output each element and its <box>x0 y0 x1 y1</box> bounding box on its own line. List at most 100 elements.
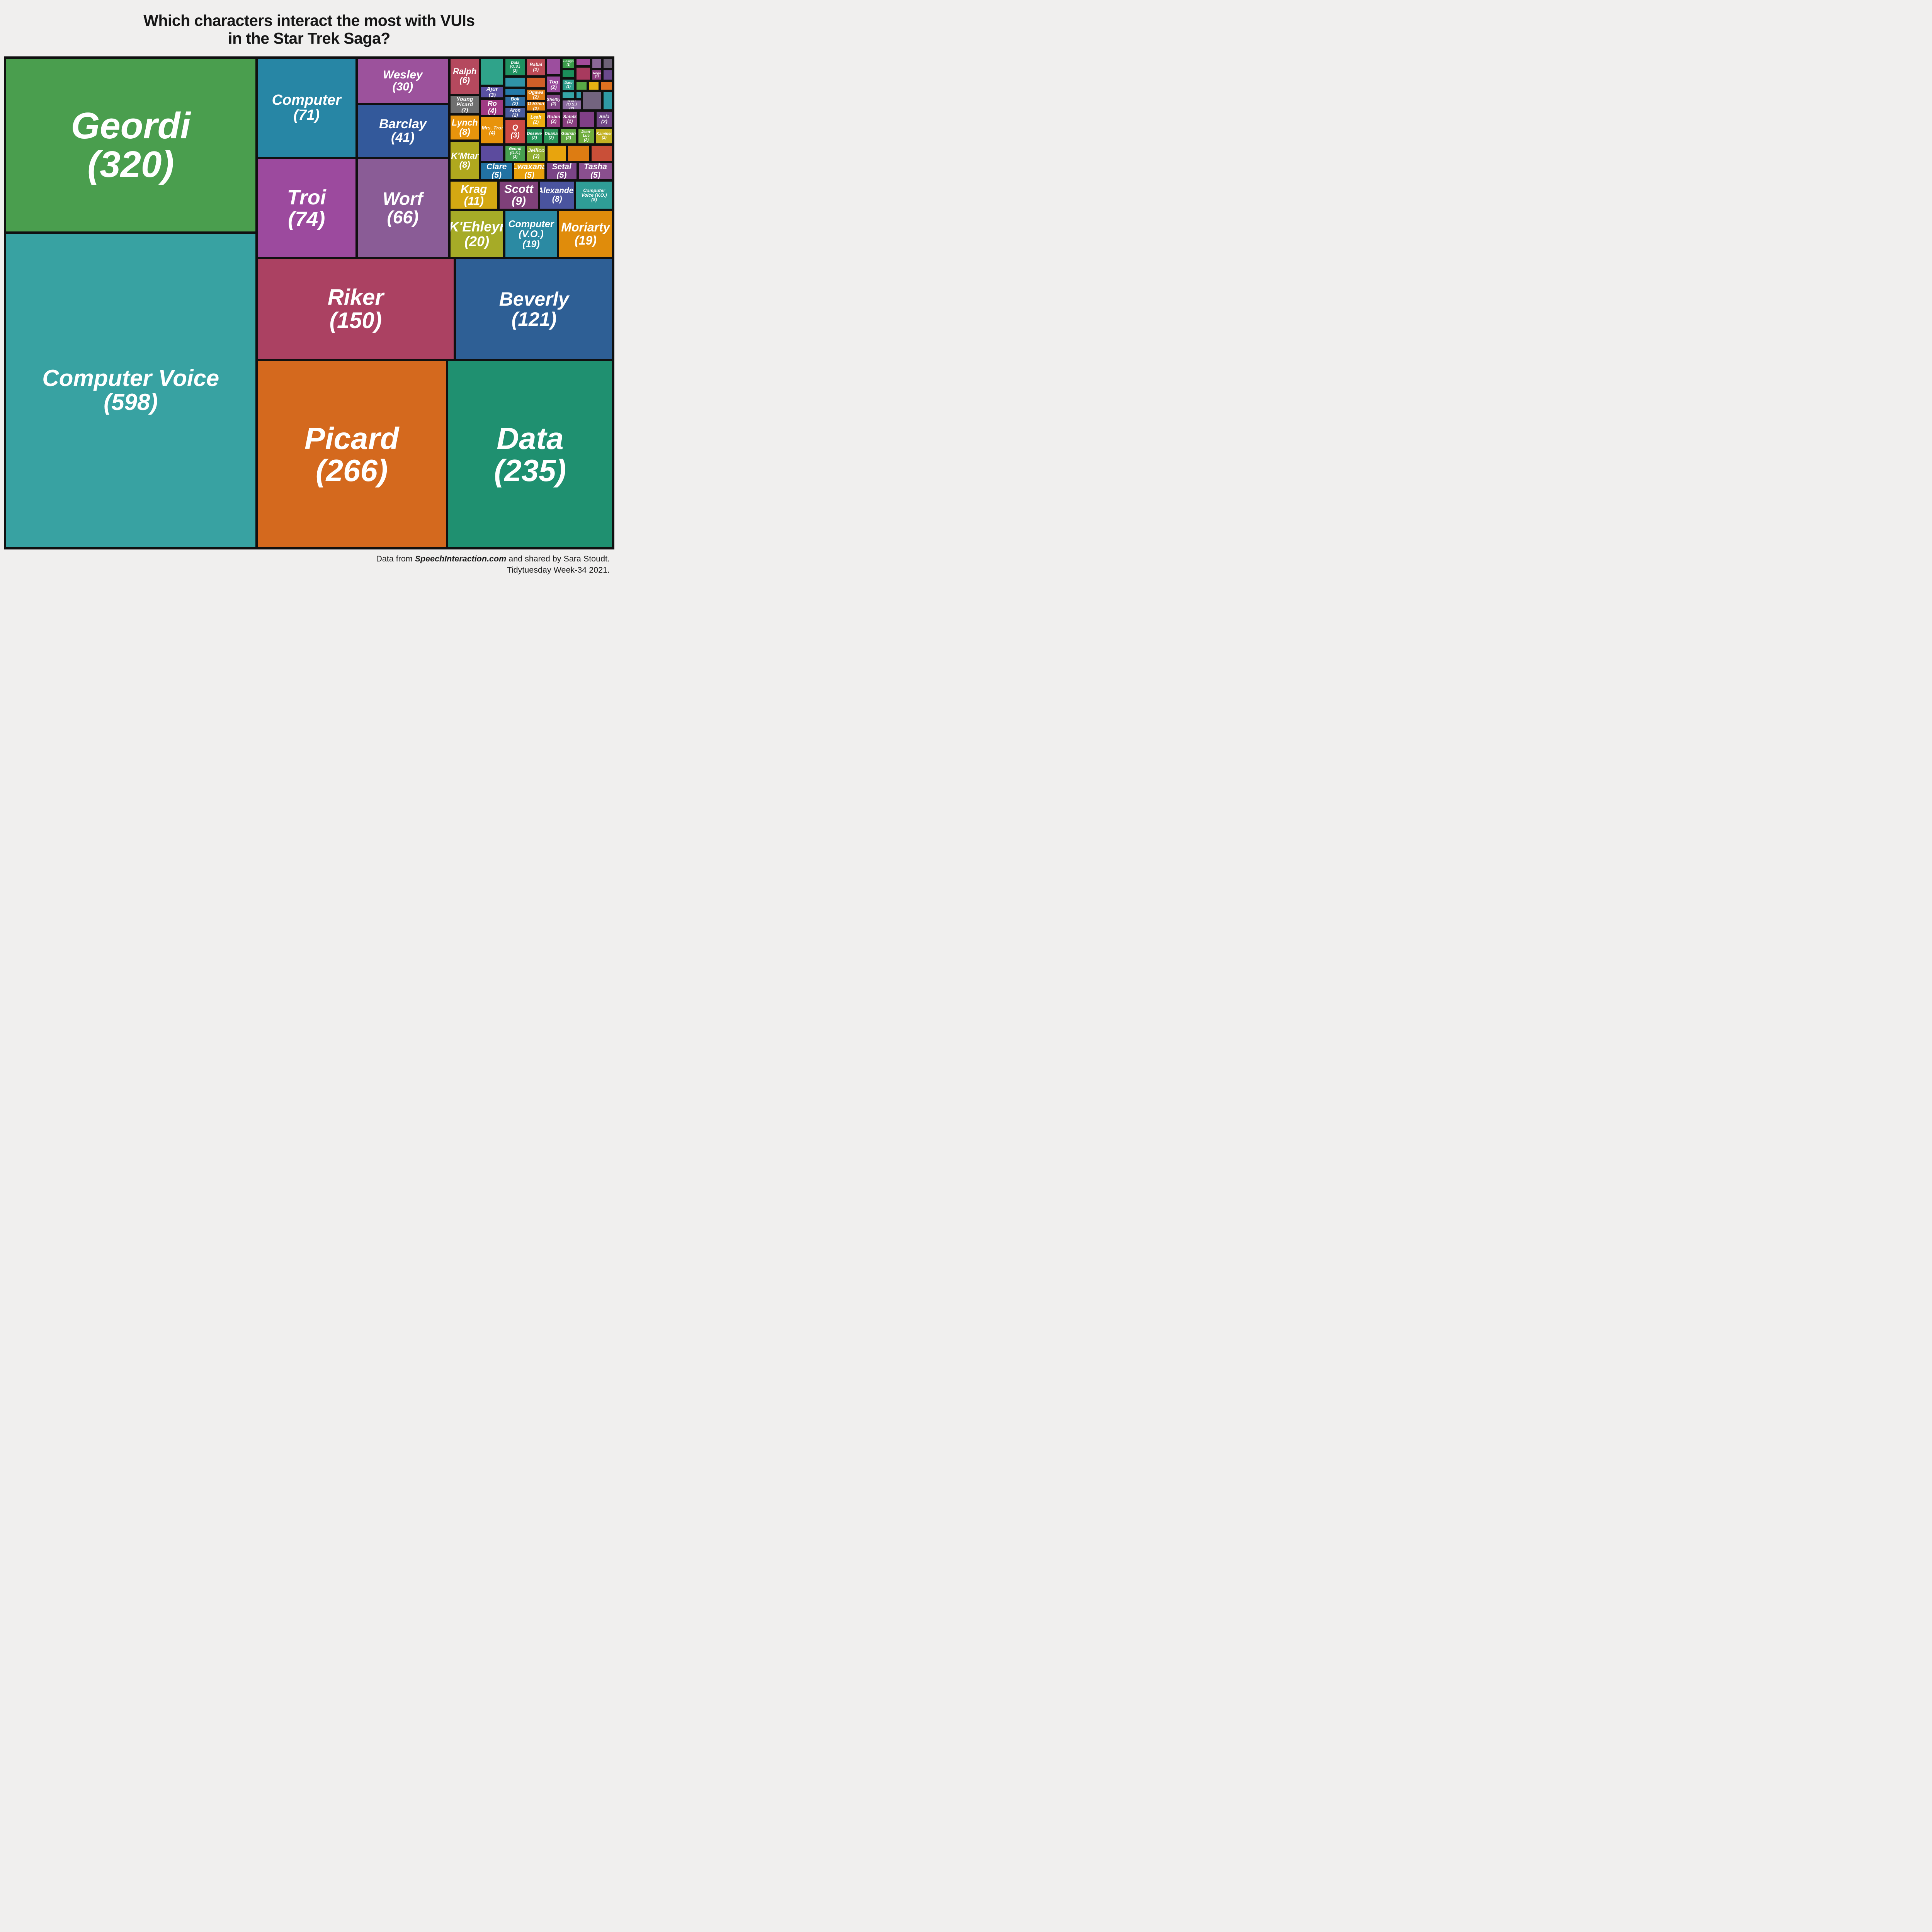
cell-unlabeled <box>561 69 576 79</box>
cell-worf: Worf (66) <box>356 158 449 258</box>
cell-unlabeled <box>582 90 602 111</box>
cell-guinan: Guinan (2) <box>560 128 578 145</box>
cell-unlabeled <box>480 58 505 86</box>
cell-label: Data <box>497 421 564 456</box>
cell-unlabeled <box>599 80 613 91</box>
cell-lynch: Lynch (8) <box>449 114 480 141</box>
cell-setal: Setal (5) <box>546 162 578 181</box>
cell-geordi-o-s: Geordi (O.S.) (3) <box>504 145 526 162</box>
cell-label: Ro <box>487 99 497 107</box>
cell-count: (19) <box>522 238 540 250</box>
cell-label: Daro <box>564 81 573 85</box>
cell-count: (2) <box>548 136 554 141</box>
cell-unlabeled <box>480 145 505 162</box>
cell-picard: Picard (266) <box>256 360 447 548</box>
cell-count: (320) <box>87 143 174 185</box>
cell-label: Lwaxana <box>513 162 546 172</box>
cell-young-picard: Young Picard (7) <box>449 95 480 114</box>
cell-count: (121) <box>511 308 557 330</box>
cell-data: Data (235) <box>447 360 613 548</box>
cell-unlabeled <box>587 80 600 91</box>
data-source: Data from SpeechInteraction.com and shar… <box>0 549 618 594</box>
cell-label: Deseve <box>527 131 542 136</box>
cell-count: (2) <box>566 136 571 141</box>
cell-label: Geordi (O.S.) <box>509 147 522 155</box>
cell-count: (8) <box>591 197 597 203</box>
cell-label: Satelk <box>563 114 577 119</box>
cell-ogawa: Ogawa (2) <box>526 88 546 101</box>
treemap-small-cells-region: Ralph (6) Young Picard (7) Lynch (8) K'Mtar (8)… <box>449 58 613 258</box>
cell-unlabeled <box>575 66 592 81</box>
cell-count: (2) <box>512 112 518 118</box>
cell-unlabeled <box>575 90 582 99</box>
cell-label: Ralph <box>453 66 477 77</box>
cell-ensign: Ensign (1) <box>561 58 576 69</box>
cell-count: (3) <box>512 155 518 159</box>
cell-troi: Troi (74) <box>256 158 357 258</box>
cell-count: (5) <box>590 171 600 180</box>
cell-count: (5) <box>524 171 534 180</box>
cell-count: (2) <box>512 68 518 73</box>
cell-count: (266) <box>315 453 388 488</box>
cell-count: (2) <box>567 119 573 124</box>
cell-count: (3) <box>488 92 496 99</box>
source-line-1: Data from SpeechInteraction.com and shar… <box>376 554 610 563</box>
cell-ro: Ro (4) <box>480 99 505 116</box>
cell-k-ehleyr: K'Ehleyr (20) <box>449 210 505 258</box>
cell-count: (4) <box>488 107 497 115</box>
cell-roga: Roga (1) <box>591 69 603 81</box>
cell-barclay: Barclay (41) <box>356 104 449 158</box>
title-line-2: in the Star Trek Saga? <box>228 29 390 47</box>
cell-o-brien: O'Brien (2) <box>526 100 546 112</box>
cell-count: (20) <box>464 233 490 249</box>
cell-count: (598) <box>104 389 158 415</box>
cell-label: Ajur <box>486 86 498 93</box>
cell-unlabeled <box>602 90 613 111</box>
cell-count: (3) <box>510 131 520 139</box>
cell-label: Barclay <box>379 116 427 131</box>
cell-count: (5) <box>556 171 567 180</box>
cell-label: Guinan <box>561 131 576 136</box>
page-title: Which characters interact the most with … <box>0 0 618 56</box>
cell-count: (150) <box>329 308 382 333</box>
cell-kaminer: Kaminer (2) <box>595 128 613 145</box>
cell-ralph: Ralph (6) <box>449 58 480 95</box>
cell-tog: Tog (2) <box>546 75 561 94</box>
cell-label: Robin <box>547 114 560 119</box>
cell-duana: Duana (2) <box>543 128 560 145</box>
cell-count: (1) <box>595 74 599 78</box>
cell-label: Computer Voice <box>42 365 219 391</box>
cell-unlabeled <box>575 80 588 91</box>
source-line-2: Tidytuesday Week-34 2021. <box>507 565 610 575</box>
cell-count: (8) <box>459 160 470 170</box>
cell-count: (2) <box>601 119 607 125</box>
cell-tasha: Tasha (5) <box>577 162 613 181</box>
cell-ajur: Ajur (3) <box>480 86 505 99</box>
cell-label: Setal <box>552 162 571 172</box>
cell-label: Duana <box>544 131 558 136</box>
cell-moriarty: Moriarty (19) <box>558 210 613 258</box>
cell-count: (66) <box>387 207 419 227</box>
cell-unlabeled <box>602 58 613 70</box>
cell-mrs-troi: Mrs. Troi (4) <box>480 116 505 145</box>
cell-geordi: Geordi (320) <box>5 58 257 233</box>
cell-count: (3) <box>533 153 540 159</box>
cell-label: Tasha <box>584 162 607 172</box>
cell-label: Data (O.S.) <box>510 61 520 69</box>
cell-count: (8) <box>552 195 562 204</box>
cell-unlabeled <box>504 77 526 88</box>
cell-unlabeled <box>590 145 613 162</box>
cell-label: Sela <box>599 113 610 119</box>
cell-label: Ogawa <box>528 89 544 95</box>
cell-robin: Robin (2) <box>546 110 561 128</box>
cell-unlabeled <box>546 58 561 75</box>
treemap: Ralph (6) Young Picard (7) Lynch (8) K'Mtar (8)… <box>4 56 614 549</box>
cell-computer-voice: Computer Voice (598) <box>5 233 257 548</box>
cell-count: (2) <box>584 138 589 142</box>
cell-unlabeled <box>578 110 595 128</box>
cell-label: Bok <box>510 96 520 102</box>
cell-count: (2) <box>532 136 537 141</box>
cell-label: Jean-Luc <box>581 129 592 138</box>
cell-aron: Aron (2) <box>504 107 526 119</box>
cell-riker: Riker (150) <box>256 258 455 361</box>
